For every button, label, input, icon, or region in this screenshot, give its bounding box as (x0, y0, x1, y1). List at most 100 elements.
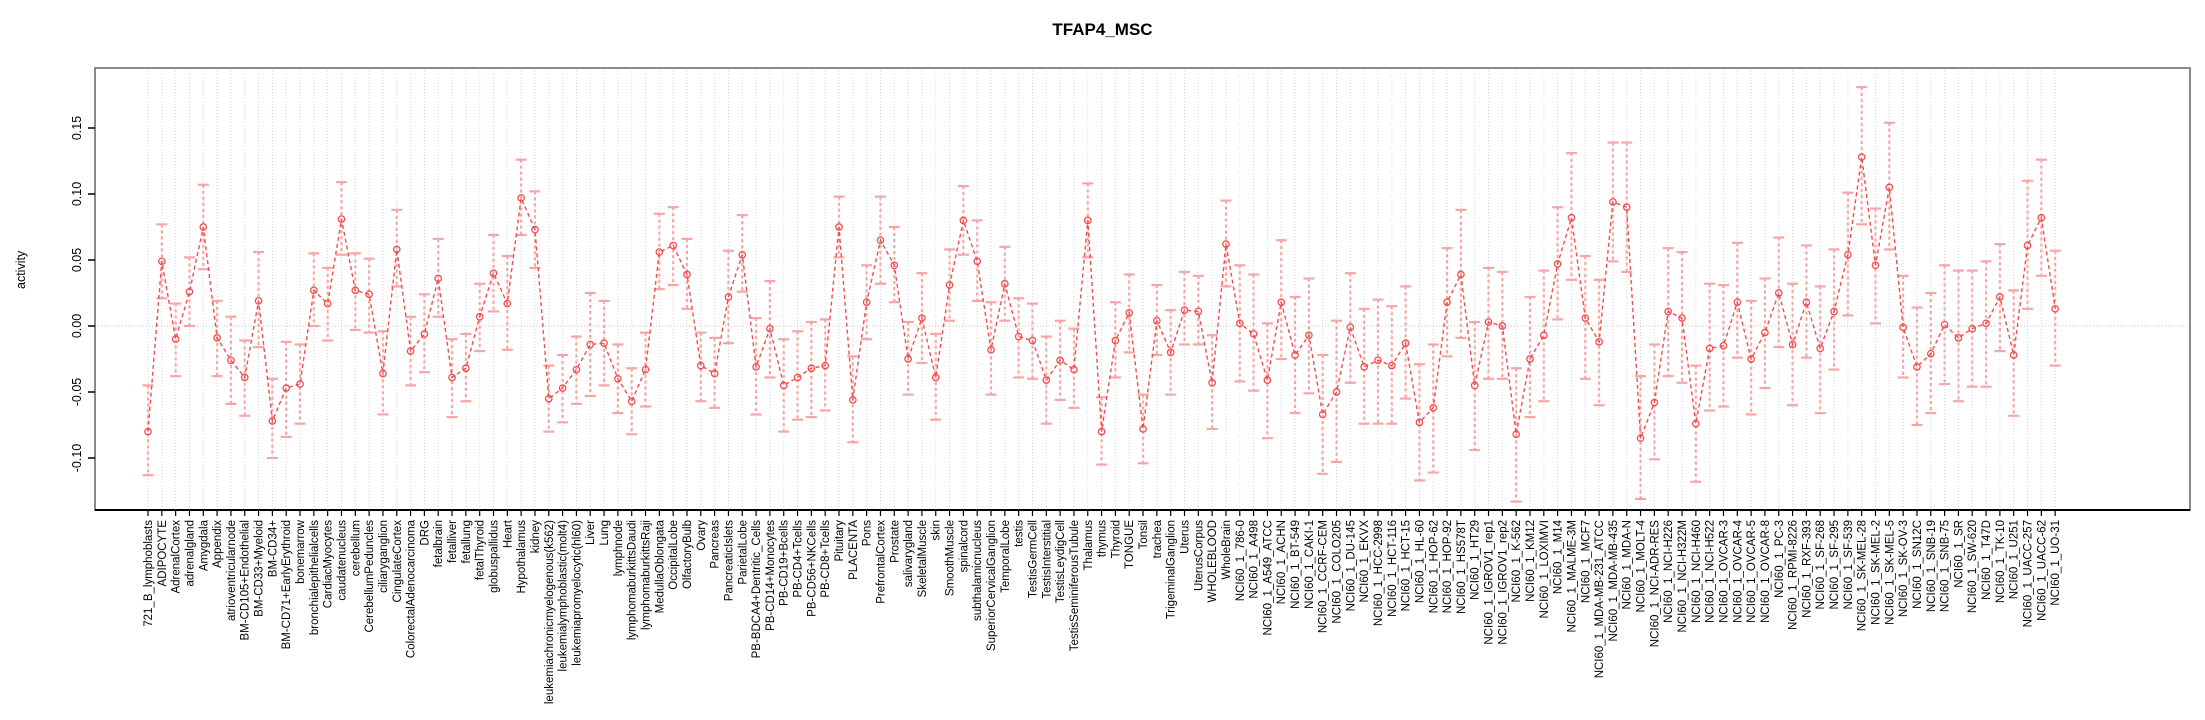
x-tick-label: NCI60_1_NCI-H460 (1691, 520, 1703, 623)
data-point (1844, 250, 1852, 259)
data-point (641, 365, 650, 374)
data-point (309, 286, 318, 295)
x-tick-label: SkeletalMuscle (917, 520, 929, 597)
x-tick-label: testis (1014, 520, 1026, 547)
x-tick-label: Hypothalamus (516, 520, 528, 594)
x-tick-label: NCI60_1_HT29 (1470, 520, 1482, 600)
x-tick-label: OccipitalLobe (668, 520, 680, 590)
x-tick-label: NCI60_1_HCT-15 (1401, 520, 1413, 611)
x-tick-label: lymphomaburkittsDaudi (627, 520, 639, 640)
x-tick-label: NCI60_1_SW-620 (1967, 520, 1979, 613)
x-tick-label: fetalbrain (433, 520, 445, 567)
data-point (1885, 183, 1894, 192)
x-tick-label: Tonsil (1138, 520, 1150, 549)
x-tick-label: NCI60_1_TK-10 (1995, 520, 2007, 603)
x-tick-label: caudatenucleus (336, 520, 348, 601)
x-tick-label: NCI60_1_SK-OV-3 (1898, 520, 1910, 617)
x-tick-label: NCI60_1_NCI-H522 (1705, 520, 1717, 623)
x-tick-label: NCI60_1_RPMI-8226 (1788, 520, 1800, 630)
x-tick-label: NCI60_1_MDA-MB-435 (1608, 520, 1620, 641)
x-tick-label: PB-CD56+NKCells (806, 520, 818, 617)
data-point (1678, 314, 1686, 322)
x-tick-label: NCI60_1_DU-145 (1345, 520, 1357, 611)
data-point (544, 394, 553, 403)
data-point (835, 223, 843, 231)
data-point (475, 312, 484, 321)
data-point (1429, 403, 1438, 412)
x-tick-label: NCI60_1_BT-549 (1290, 520, 1302, 609)
data-point (627, 397, 636, 406)
x-tick-label: NCI60_1_SK-MEL-28 (1857, 520, 1869, 631)
data-point (821, 361, 830, 370)
data-point (1346, 323, 1355, 332)
x-tick-label: NCI60_1_M14 (1553, 519, 1565, 594)
x-tick-label: subthalamicnucleus (972, 520, 984, 621)
x-axis-labels: 721_B_lymphoblasts ADIPOCYTE AdrenalCortex… (143, 510, 2062, 704)
y-tick-label: -0.05 (70, 378, 84, 407)
x-tick-label: salivarygland (903, 520, 915, 587)
x-tick-label: NCI60_1_COLO205 (1332, 520, 1344, 624)
data-point (144, 427, 152, 436)
data-point (1539, 331, 1548, 340)
data-point (1387, 361, 1396, 370)
x-tick-label: TemporalLobe (1000, 520, 1012, 593)
data-point (517, 194, 525, 202)
data-point (1553, 260, 1562, 268)
data-point (420, 330, 429, 338)
data-point (1318, 410, 1327, 419)
x-tick-label: Prostate (889, 520, 901, 563)
y-tick-label: -0.10 (70, 444, 84, 473)
x-tick-label: NCI60_1_EKVX (1359, 520, 1371, 603)
x-tick-label: BM-CD71+EarlyErythroid (281, 520, 293, 649)
x-tick-label: PB-CD19+Bcells (779, 520, 791, 606)
data-point (890, 261, 899, 270)
x-tick-label: PrefrontalCortex (875, 520, 887, 604)
data-point (1719, 341, 1728, 350)
x-tick-label: PB-CD8+Tcells (820, 520, 832, 598)
data-point (931, 373, 940, 382)
data-point (1664, 307, 1673, 316)
data-point (1111, 336, 1120, 345)
x-tick-label: leukemiachronicmyelogenous(k562) (544, 520, 556, 704)
x-tick-label: NCI60_1_HOP-62 (1428, 520, 1440, 613)
x-tick-label: TONGUE (1124, 520, 1136, 569)
data-point (1360, 363, 1369, 371)
x-tick-label: NCI60_1_MDA-MB-231_ATCC (1594, 520, 1606, 678)
y-tick-label: 0.05 (70, 248, 84, 272)
x-tick-label: NCI60_1_OVCAR-5 (1746, 520, 1758, 623)
data-point (1484, 318, 1493, 326)
data-point (973, 257, 982, 266)
data-point (1443, 298, 1451, 307)
data-point (1374, 356, 1382, 365)
x-tick-label: NCI60_1_PC-3 (1774, 520, 1786, 598)
x-tick-label: BM-CD34+ (267, 520, 279, 577)
data-point (282, 384, 291, 392)
x-tick-label: NCI60_1_MALME-3M (1566, 520, 1578, 632)
x-tick-label: Thalamus (1083, 520, 1095, 571)
data-point (1954, 334, 1963, 342)
x-tick-label: UterusCorpus (1193, 520, 1205, 591)
x-tick-label: atrioventricularnode (226, 520, 238, 621)
data-point (1636, 434, 1645, 443)
data-point (710, 369, 719, 378)
x-tick-label: NCI60_1_SNB-75 (1940, 520, 1952, 612)
x-tick-label: TestisLeydigCell (1055, 520, 1067, 603)
x-tick-label: cerebellum (350, 520, 362, 576)
x-tick-label: SuperiorCervicalGanglion (986, 520, 998, 651)
x-tick-label: 721_B_lymphoblasts (143, 520, 155, 627)
x-tick-label: Pituitary (834, 520, 846, 562)
x-tick-label: NCI60_1_IGROV1_rep1 (1484, 520, 1496, 645)
data-point (489, 269, 498, 278)
x-tick-label: NCI60_1_IGROV1_rep2 (1497, 520, 1509, 645)
data-point (1526, 355, 1534, 363)
x-tick-label: NCI60_1_A549_ATCC (1262, 520, 1274, 636)
x-tick-label: NCI60_1_MDA-N (1622, 520, 1634, 609)
x-tick-label: fetallung (461, 520, 473, 563)
data-point (1401, 339, 1410, 348)
data-point (655, 248, 664, 256)
data-point (1222, 240, 1230, 249)
data-point (254, 297, 263, 305)
x-tick-label: Ovary (696, 520, 708, 551)
